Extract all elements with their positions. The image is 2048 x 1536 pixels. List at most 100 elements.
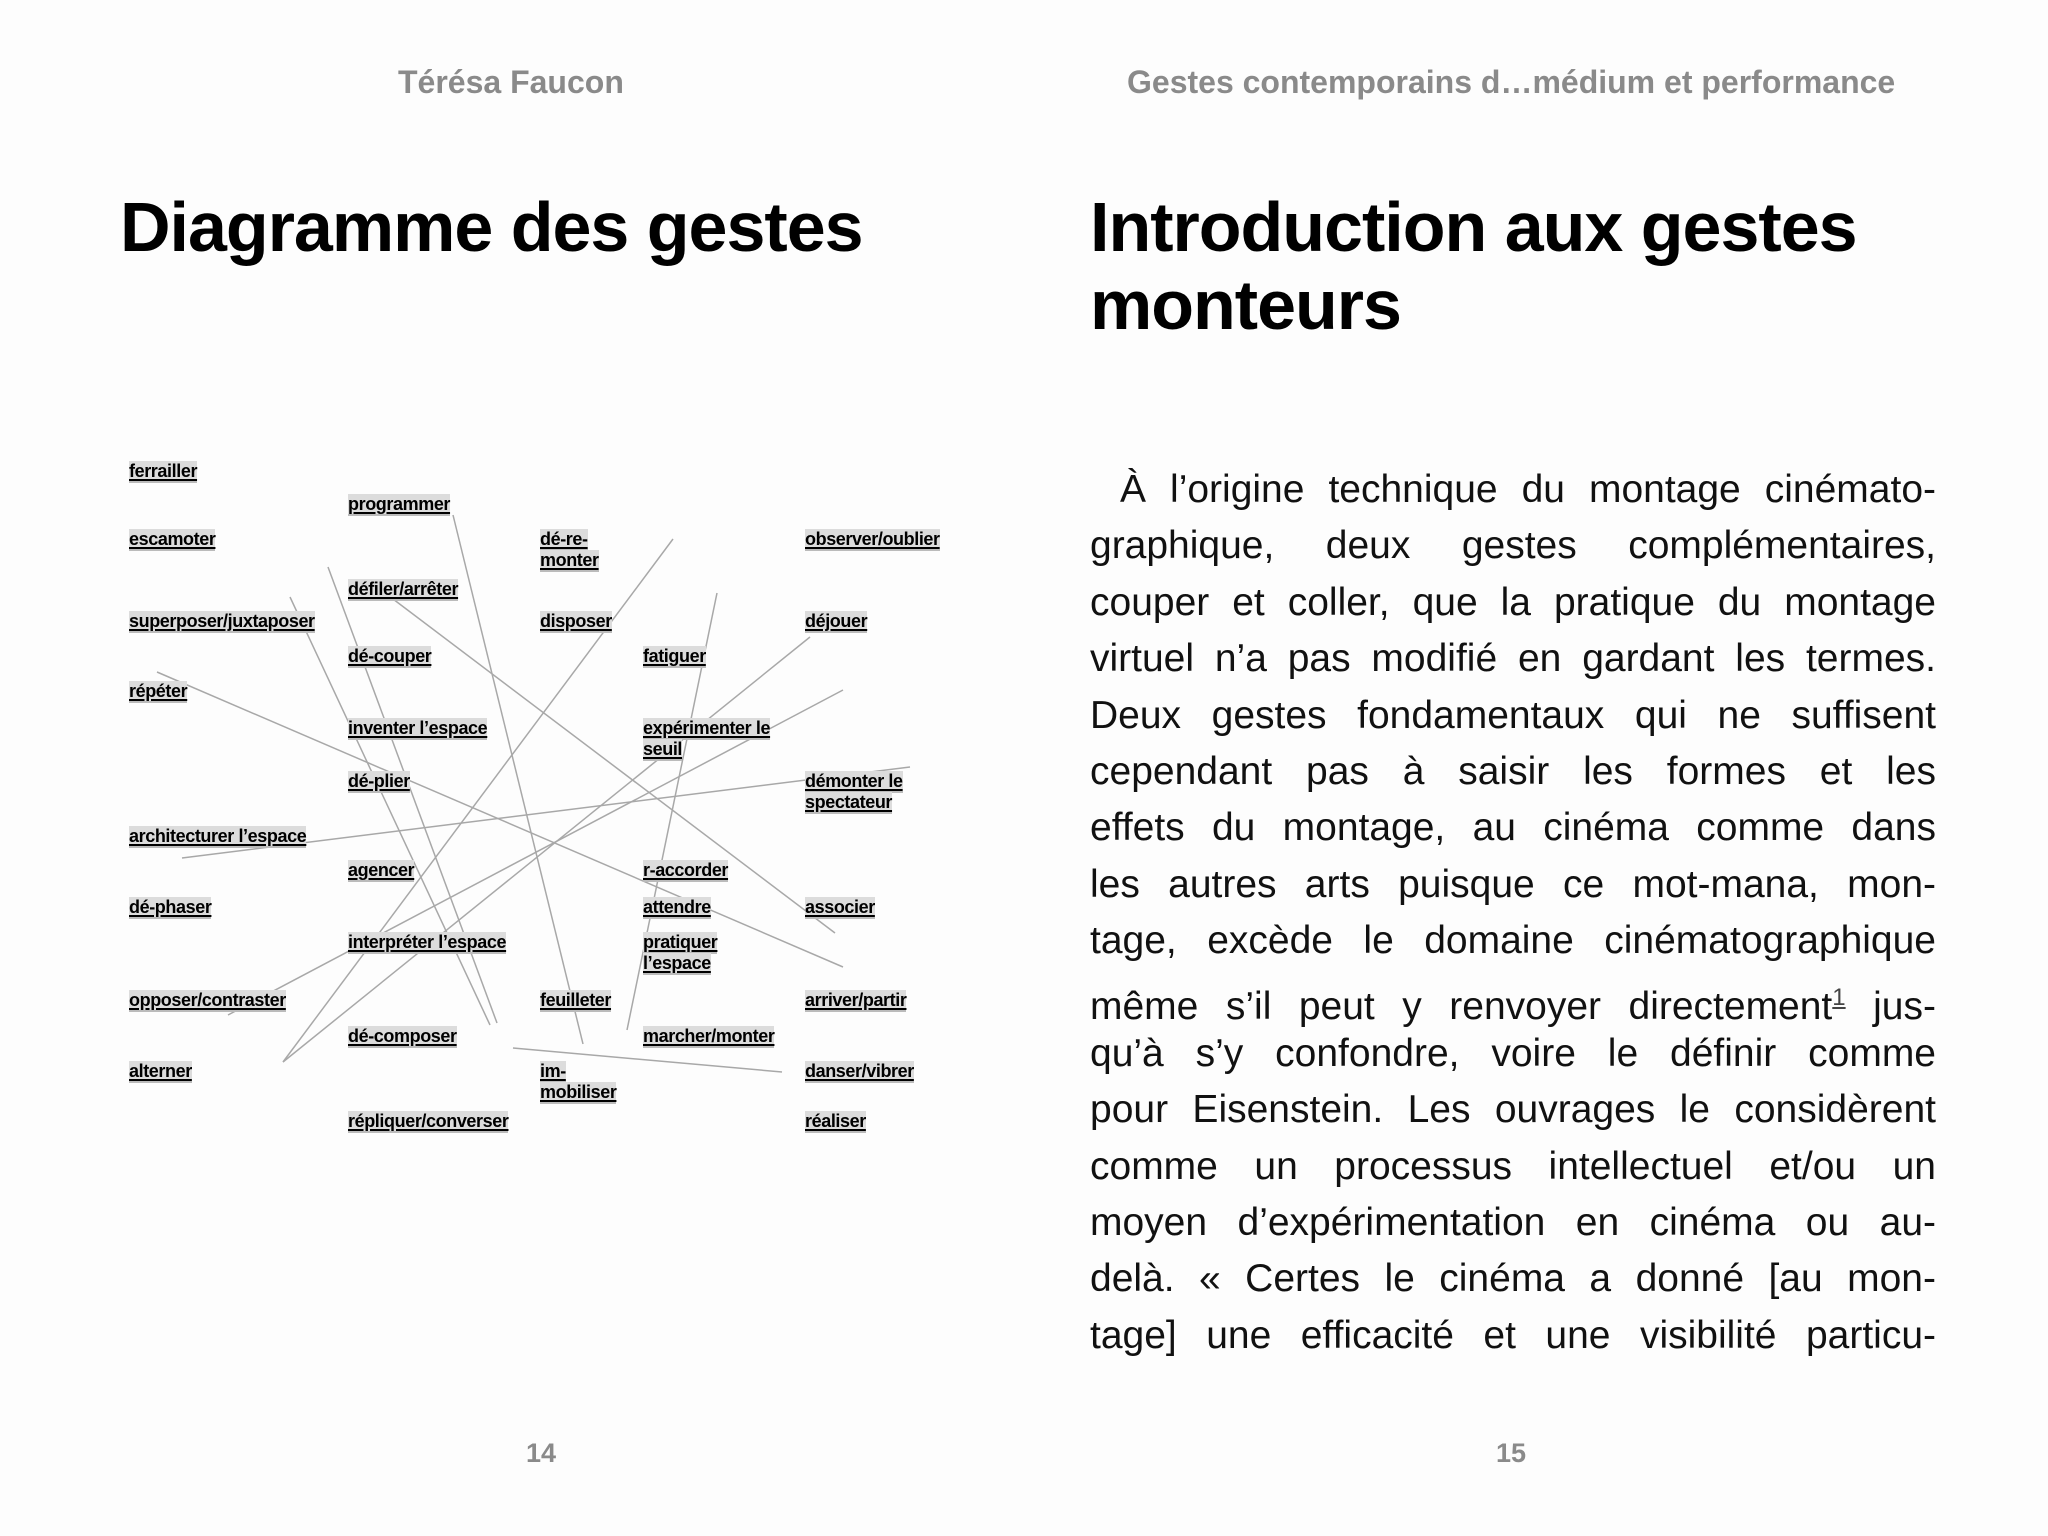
gesture-label-decouper: dé-couper	[348, 646, 432, 667]
diagram-connection-line	[227, 689, 844, 1016]
paragraph-line-text: effets du montage, au cinéma comme dans	[1090, 806, 1936, 850]
paragraph-line-text: cependant pas à saisir les formes et les	[1090, 749, 1936, 793]
body-paragraph: À l’origine technique du montage cinémat…	[1090, 462, 1936, 1364]
right-page-title: Introduction aux gestes monteurs	[1090, 188, 1858, 344]
paragraph-line-text: moyen d’expérimentation en cinéma ou au-	[1090, 1201, 1936, 1245]
gesture-label-text: pratiquer	[643, 932, 718, 952]
gesture-label-text: alterner	[129, 1061, 192, 1081]
gestures-diagram: ferrailler escamoter superposer/juxtaposer…	[129, 461, 940, 1132]
paragraph-line-text: Deux gestes fondamentaux qui ne suffisen…	[1090, 693, 1936, 737]
gesture-label-attendre: attendre	[643, 897, 711, 918]
gesture-label-text: l’espace	[643, 953, 711, 973]
gesture-label-escamoter: escamoter	[129, 529, 216, 550]
paragraph-line: comme un processus intellectuel et/ou un	[1090, 1139, 1936, 1195]
gesture-label-text: expérimenter le	[643, 718, 771, 738]
gesture-label-agencer: agencer	[348, 860, 415, 881]
gesture-label-text: dé-re-	[540, 529, 588, 549]
gesture-label-decomposer: dé-composer	[348, 1026, 457, 1047]
paragraph-line-text: jus-	[1845, 984, 1936, 1028]
gesture-label-text: dé-composer	[348, 1026, 457, 1046]
gesture-label-text: escamoter	[129, 529, 216, 549]
diagram-connection-line	[282, 636, 811, 1063]
paragraph-line-text: comme un processus intellectuel et/ou un	[1090, 1144, 1936, 1188]
gesture-label-dejouer: déjouer	[805, 611, 868, 632]
gesture-label-observer: observer/oublier	[805, 529, 940, 550]
gesture-label-text: agencer	[348, 860, 415, 880]
gesture-label-experimenter: expérimenter le seuil	[643, 718, 770, 760]
gesture-label-text: fatiguer	[643, 646, 706, 666]
paragraph-line-text: couper et coller, que la pratique du mon…	[1090, 580, 1936, 624]
gesture-label-text: dé-plier	[348, 771, 410, 791]
gesture-label-pratiquer: pratiquer l’espace	[643, 932, 718, 974]
paragraph-line: Deux gestes fondamentaux qui ne suffisen…	[1090, 688, 1936, 744]
gesture-label-disposer: disposer	[540, 611, 612, 632]
gesture-label-text: danser/vibrer	[805, 1061, 914, 1081]
paragraph-line-text: À l’origine technique du montage cinémat…	[1120, 468, 1936, 511]
title-line: Introduction aux gestes	[1090, 188, 1858, 266]
gesture-label-text: feuilleter	[540, 990, 612, 1010]
paragraph-line-text: virtuel n’a pas modifié en gardant les t…	[1090, 637, 1936, 681]
gesture-label-text: interpréter l’espace	[348, 932, 507, 952]
gesture-label-arriver: arriver/partir	[805, 990, 907, 1011]
paragraph-line-text: les autres arts puisque ce mot-mana, mon…	[1090, 862, 1936, 906]
gesture-label-demonter: démonter le spectateur	[805, 771, 903, 813]
gesture-label-text: monter	[540, 550, 599, 570]
diagram-connection-line	[392, 598, 836, 934]
gesture-label-text: im-	[540, 1061, 566, 1081]
diagram-connection-line	[156, 671, 844, 968]
gesture-label-architecturer: architecturer l’espace	[129, 826, 307, 847]
gesture-label-text: mobiliser	[540, 1082, 617, 1102]
gesture-label-inventer: inventer l’espace	[348, 718, 488, 739]
paragraph-line-text: graphique, deux gestes complémentaires,	[1090, 524, 1936, 568]
paragraph-line: qu’à s’y confondre, voire le définir com…	[1090, 1026, 1936, 1082]
gesture-label-text: programmer	[348, 494, 451, 514]
paragraph-line: tage, excède le domaine cinématographiqu…	[1090, 913, 1936, 969]
gesture-label-repeter: répéter	[129, 681, 188, 702]
footnote-link[interactable]: 1	[1832, 983, 1846, 1011]
gesture-label-realiser: réaliser	[805, 1111, 866, 1132]
paragraph-line: cependant pas à saisir les formes et les	[1090, 744, 1936, 800]
gesture-label-text: dé-phaser	[129, 897, 212, 917]
gesture-label-text: opposer/contraster	[129, 990, 286, 1010]
right-page-number: 15	[1496, 1438, 1527, 1468]
gesture-label-superposer: superposer/juxtaposer	[129, 611, 315, 632]
gesture-label-alterner: alterner	[129, 1061, 192, 1082]
paragraph-line-text: tage] une efficacité et une visibilité p…	[1090, 1313, 1936, 1357]
gesture-label-text: défiler/arrêter	[348, 579, 459, 599]
gesture-label-text: répéter	[129, 681, 188, 701]
diagram-connection-line	[512, 1047, 783, 1073]
diagram-connection-line	[452, 514, 584, 1045]
gesture-label-danser: danser/vibrer	[805, 1061, 914, 1082]
diagram-connection-line	[327, 566, 498, 1024]
paragraph-line: graphique, deux gestes complémentaires,	[1090, 518, 1936, 574]
gesture-label-opposer: opposer/contraster	[129, 990, 286, 1011]
title-line: monteurs	[1090, 266, 1402, 344]
gesture-label-text: architecturer l’espace	[129, 826, 307, 846]
gesture-label-immobiliser: im-mobiliser	[540, 1061, 617, 1103]
gesture-label-dephaser: dé-phaser	[129, 897, 212, 918]
gesture-label-marcher: marcher/monter	[643, 1026, 775, 1047]
gesture-label-interpreter: interpréter l’espace	[348, 932, 506, 953]
paragraph-line-text: tage, excède le domaine cinématographiqu…	[1090, 919, 1936, 963]
gesture-label-text: attendre	[643, 897, 711, 917]
gesture-label-text: démonter le	[805, 771, 903, 791]
gesture-label-text: déjouer	[805, 611, 868, 631]
paragraph-line: delà. « Certes le cinéma a donné [au mon…	[1090, 1251, 1936, 1307]
paragraph-line-text: delà. « Certes le cinéma a donné [au mon…	[1090, 1257, 1936, 1301]
gesture-label-text: arriver/partir	[805, 990, 907, 1010]
paragraph-line: À l’origine technique du montage cinémat…	[1090, 462, 1936, 518]
gesture-label-deremonter: dé-re-monter	[540, 529, 599, 571]
gesture-label-text: superposer/juxtaposer	[129, 611, 315, 631]
gesture-label-ferrailler: ferrailler	[129, 461, 197, 482]
paragraph-line-text: pour Eisenstein. Les ouvrages le considè…	[1090, 1088, 1936, 1132]
gesture-label-fatiguer: fatiguer	[643, 646, 706, 667]
right-running-header: Gestes contemporains d…médium et perform…	[1127, 64, 1896, 100]
gesture-label-text: seuil	[643, 739, 683, 759]
paragraph-line: virtuel n’a pas modifié en gardant les t…	[1090, 631, 1936, 687]
paragraph-line: moyen d’expérimentation en cinéma ou au-	[1090, 1195, 1936, 1251]
gesture-label-text: inventer l’espace	[348, 718, 488, 738]
paragraph-line: les autres arts puisque ce mot-mana, mon…	[1090, 857, 1936, 913]
left-page-number: 14	[526, 1438, 557, 1468]
left-running-header: Térésa Faucon	[398, 64, 624, 100]
gesture-label-defiler: défiler/arrêter	[348, 579, 458, 600]
